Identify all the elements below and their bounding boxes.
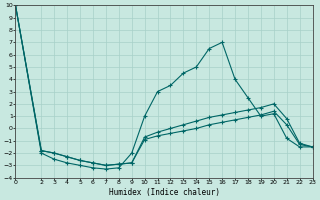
X-axis label: Humidex (Indice chaleur): Humidex (Indice chaleur) — [108, 188, 220, 197]
